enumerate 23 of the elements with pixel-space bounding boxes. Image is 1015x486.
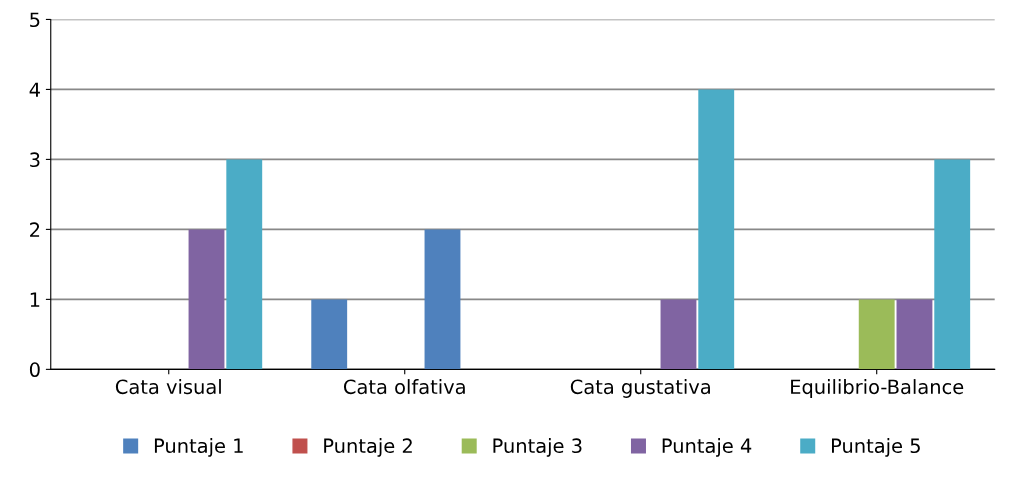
bar [188,229,225,370]
y-tick-label: 4 [29,82,40,97]
legend-label: Puntaje 2 [324,438,412,457]
bar [858,299,895,370]
legend-label: Puntaje 4 [662,438,752,457]
bar [934,159,971,370]
y-tick-label: 0 [29,362,40,378]
bar [311,299,348,370]
bar [698,89,735,370]
y-tick-label: 3 [30,152,40,168]
x-tick-label: Equilibrio-Balance [791,379,964,398]
legend-label: Puntaje 1 [154,438,243,457]
bar [660,299,697,370]
y-tick-label: 5 [30,12,40,28]
x-tick-label: Cata gustativa [570,379,710,398]
legend-label: Puntaje 5 [832,438,920,457]
x-tick-label: Cata visual [115,379,221,395]
bar [896,299,933,370]
x-tick-label: Cata olfativa [343,379,465,395]
y-tick-label: 2 [30,222,40,237]
legend-label: Puntaje 3 [493,438,582,457]
bar [226,159,263,370]
y-tick-label: 1 [30,292,40,307]
